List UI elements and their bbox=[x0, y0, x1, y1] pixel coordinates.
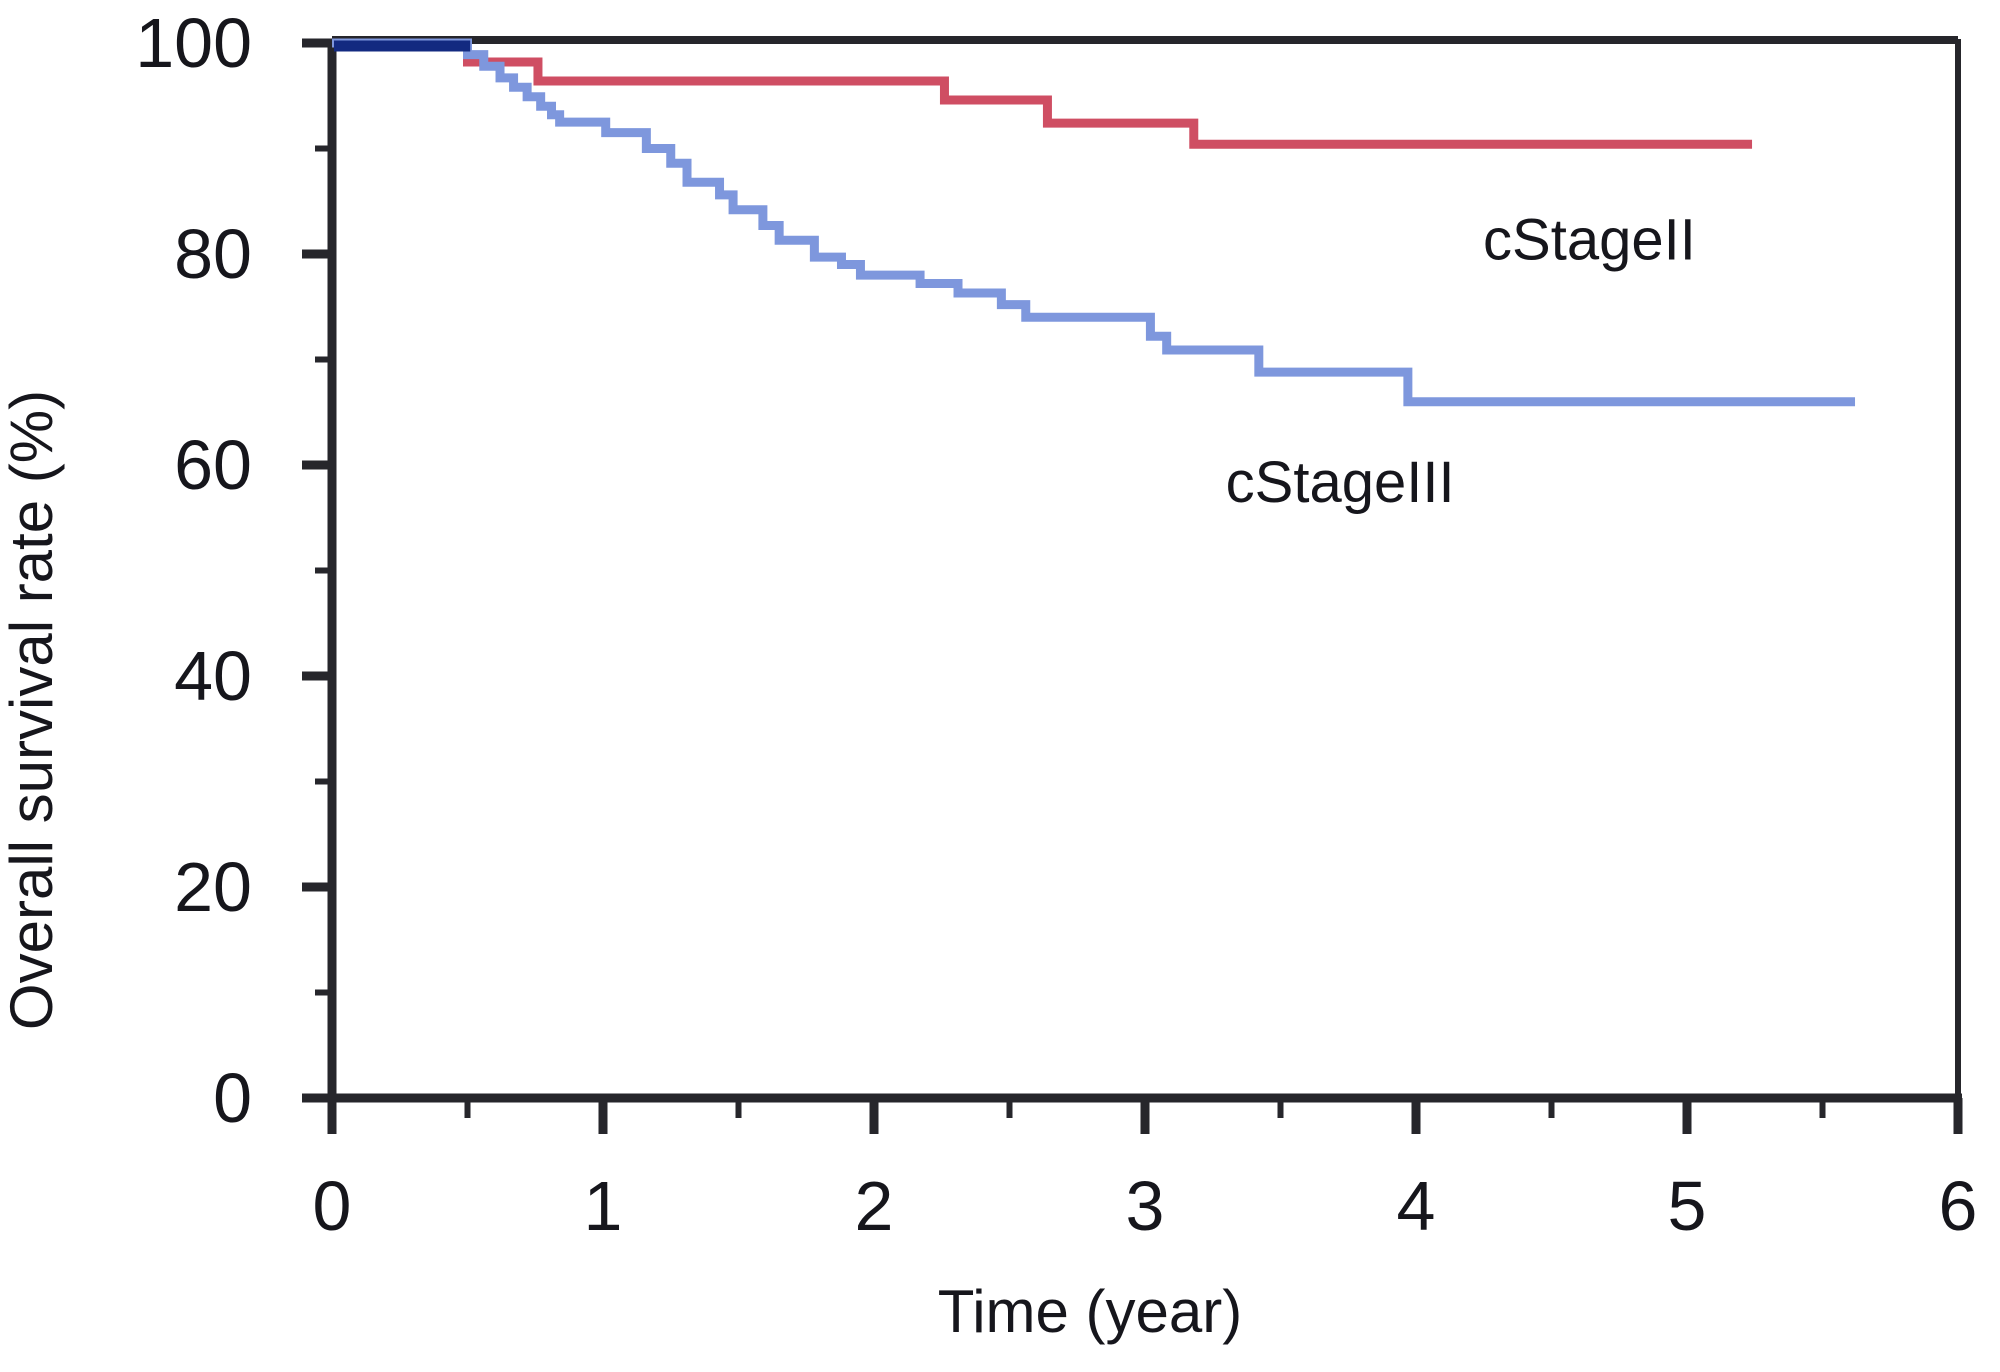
y-axis-ticks bbox=[302, 38, 332, 1103]
y-tick-label: 100 bbox=[135, 4, 252, 82]
x-tick-label: 1 bbox=[584, 1167, 623, 1245]
x-tick-label: 6 bbox=[1939, 1167, 1978, 1245]
x-tick-label: 2 bbox=[855, 1167, 894, 1245]
series-curves bbox=[332, 38, 1856, 407]
y-tick-label: 40 bbox=[174, 637, 252, 715]
y-tick-labels: 0 20 40 60 80 100 bbox=[135, 4, 252, 1137]
x-tick-label: 3 bbox=[1126, 1167, 1165, 1245]
x-tick-label: 5 bbox=[1668, 1167, 1707, 1245]
y-tick-label: 0 bbox=[213, 1059, 252, 1137]
x-tick-label: 4 bbox=[1397, 1167, 1436, 1245]
y-tick-label: 80 bbox=[174, 215, 252, 293]
x-axis-ticks bbox=[327, 1098, 1963, 1134]
curve-label-cstage3: cStageIII bbox=[1226, 450, 1455, 515]
y-tick-label: 20 bbox=[174, 848, 252, 926]
plot-frame bbox=[326, 36, 1962, 1103]
x-axis-title: Time (year) bbox=[938, 1278, 1242, 1345]
x-tick-labels: 0 1 2 3 4 5 6 bbox=[313, 1167, 1978, 1245]
y-axis-title: Overall survival rate (%) bbox=[0, 390, 65, 1030]
x-tick-label: 0 bbox=[313, 1167, 352, 1245]
y-tick-label: 60 bbox=[174, 426, 252, 504]
series-curve-cstageiii bbox=[332, 38, 1856, 407]
curve-label-cstage2: cStageII bbox=[1483, 207, 1696, 272]
